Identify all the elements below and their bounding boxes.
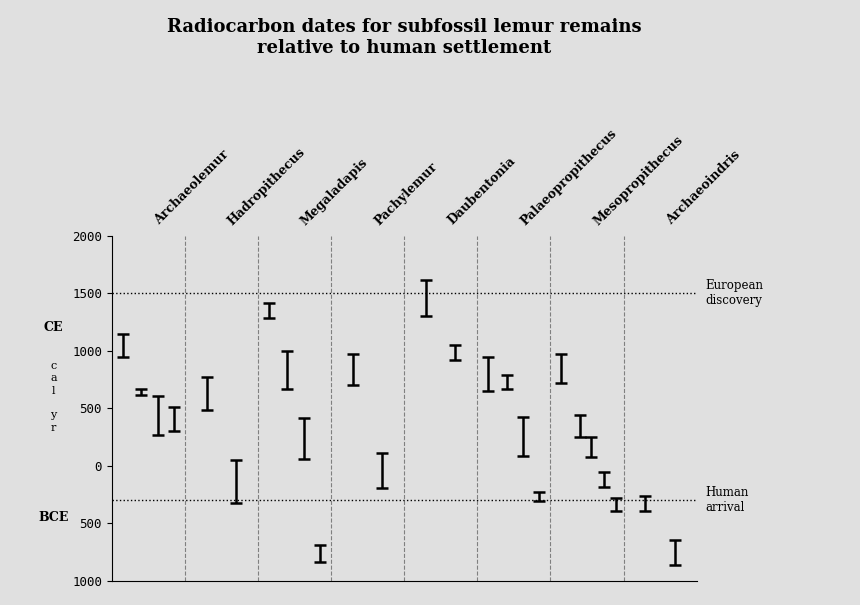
- Text: Human
arrival: Human arrival: [705, 486, 749, 514]
- Text: BCE: BCE: [38, 511, 69, 524]
- Text: Archaeoindris: Archaeoindris: [664, 149, 743, 227]
- Text: European
discovery: European discovery: [705, 280, 764, 307]
- Text: Pachylemur: Pachylemur: [372, 160, 439, 227]
- Text: Palaeopropithecus: Palaeopropithecus: [518, 126, 619, 227]
- Text: Archaeolemur: Archaeolemur: [152, 148, 232, 227]
- Text: Megaladapis: Megaladapis: [298, 155, 371, 227]
- Text: Mesopropithecus: Mesopropithecus: [591, 133, 685, 227]
- Text: Daubentonia: Daubentonia: [445, 155, 518, 227]
- Text: Hadropithecus: Hadropithecus: [225, 145, 308, 227]
- Text: Radiocarbon dates for subfossil lemur remains
relative to human settlement: Radiocarbon dates for subfossil lemur re…: [167, 18, 642, 57]
- Text: CE: CE: [44, 321, 63, 335]
- Text: c
a
l

y
r: c a l y r: [50, 361, 57, 433]
